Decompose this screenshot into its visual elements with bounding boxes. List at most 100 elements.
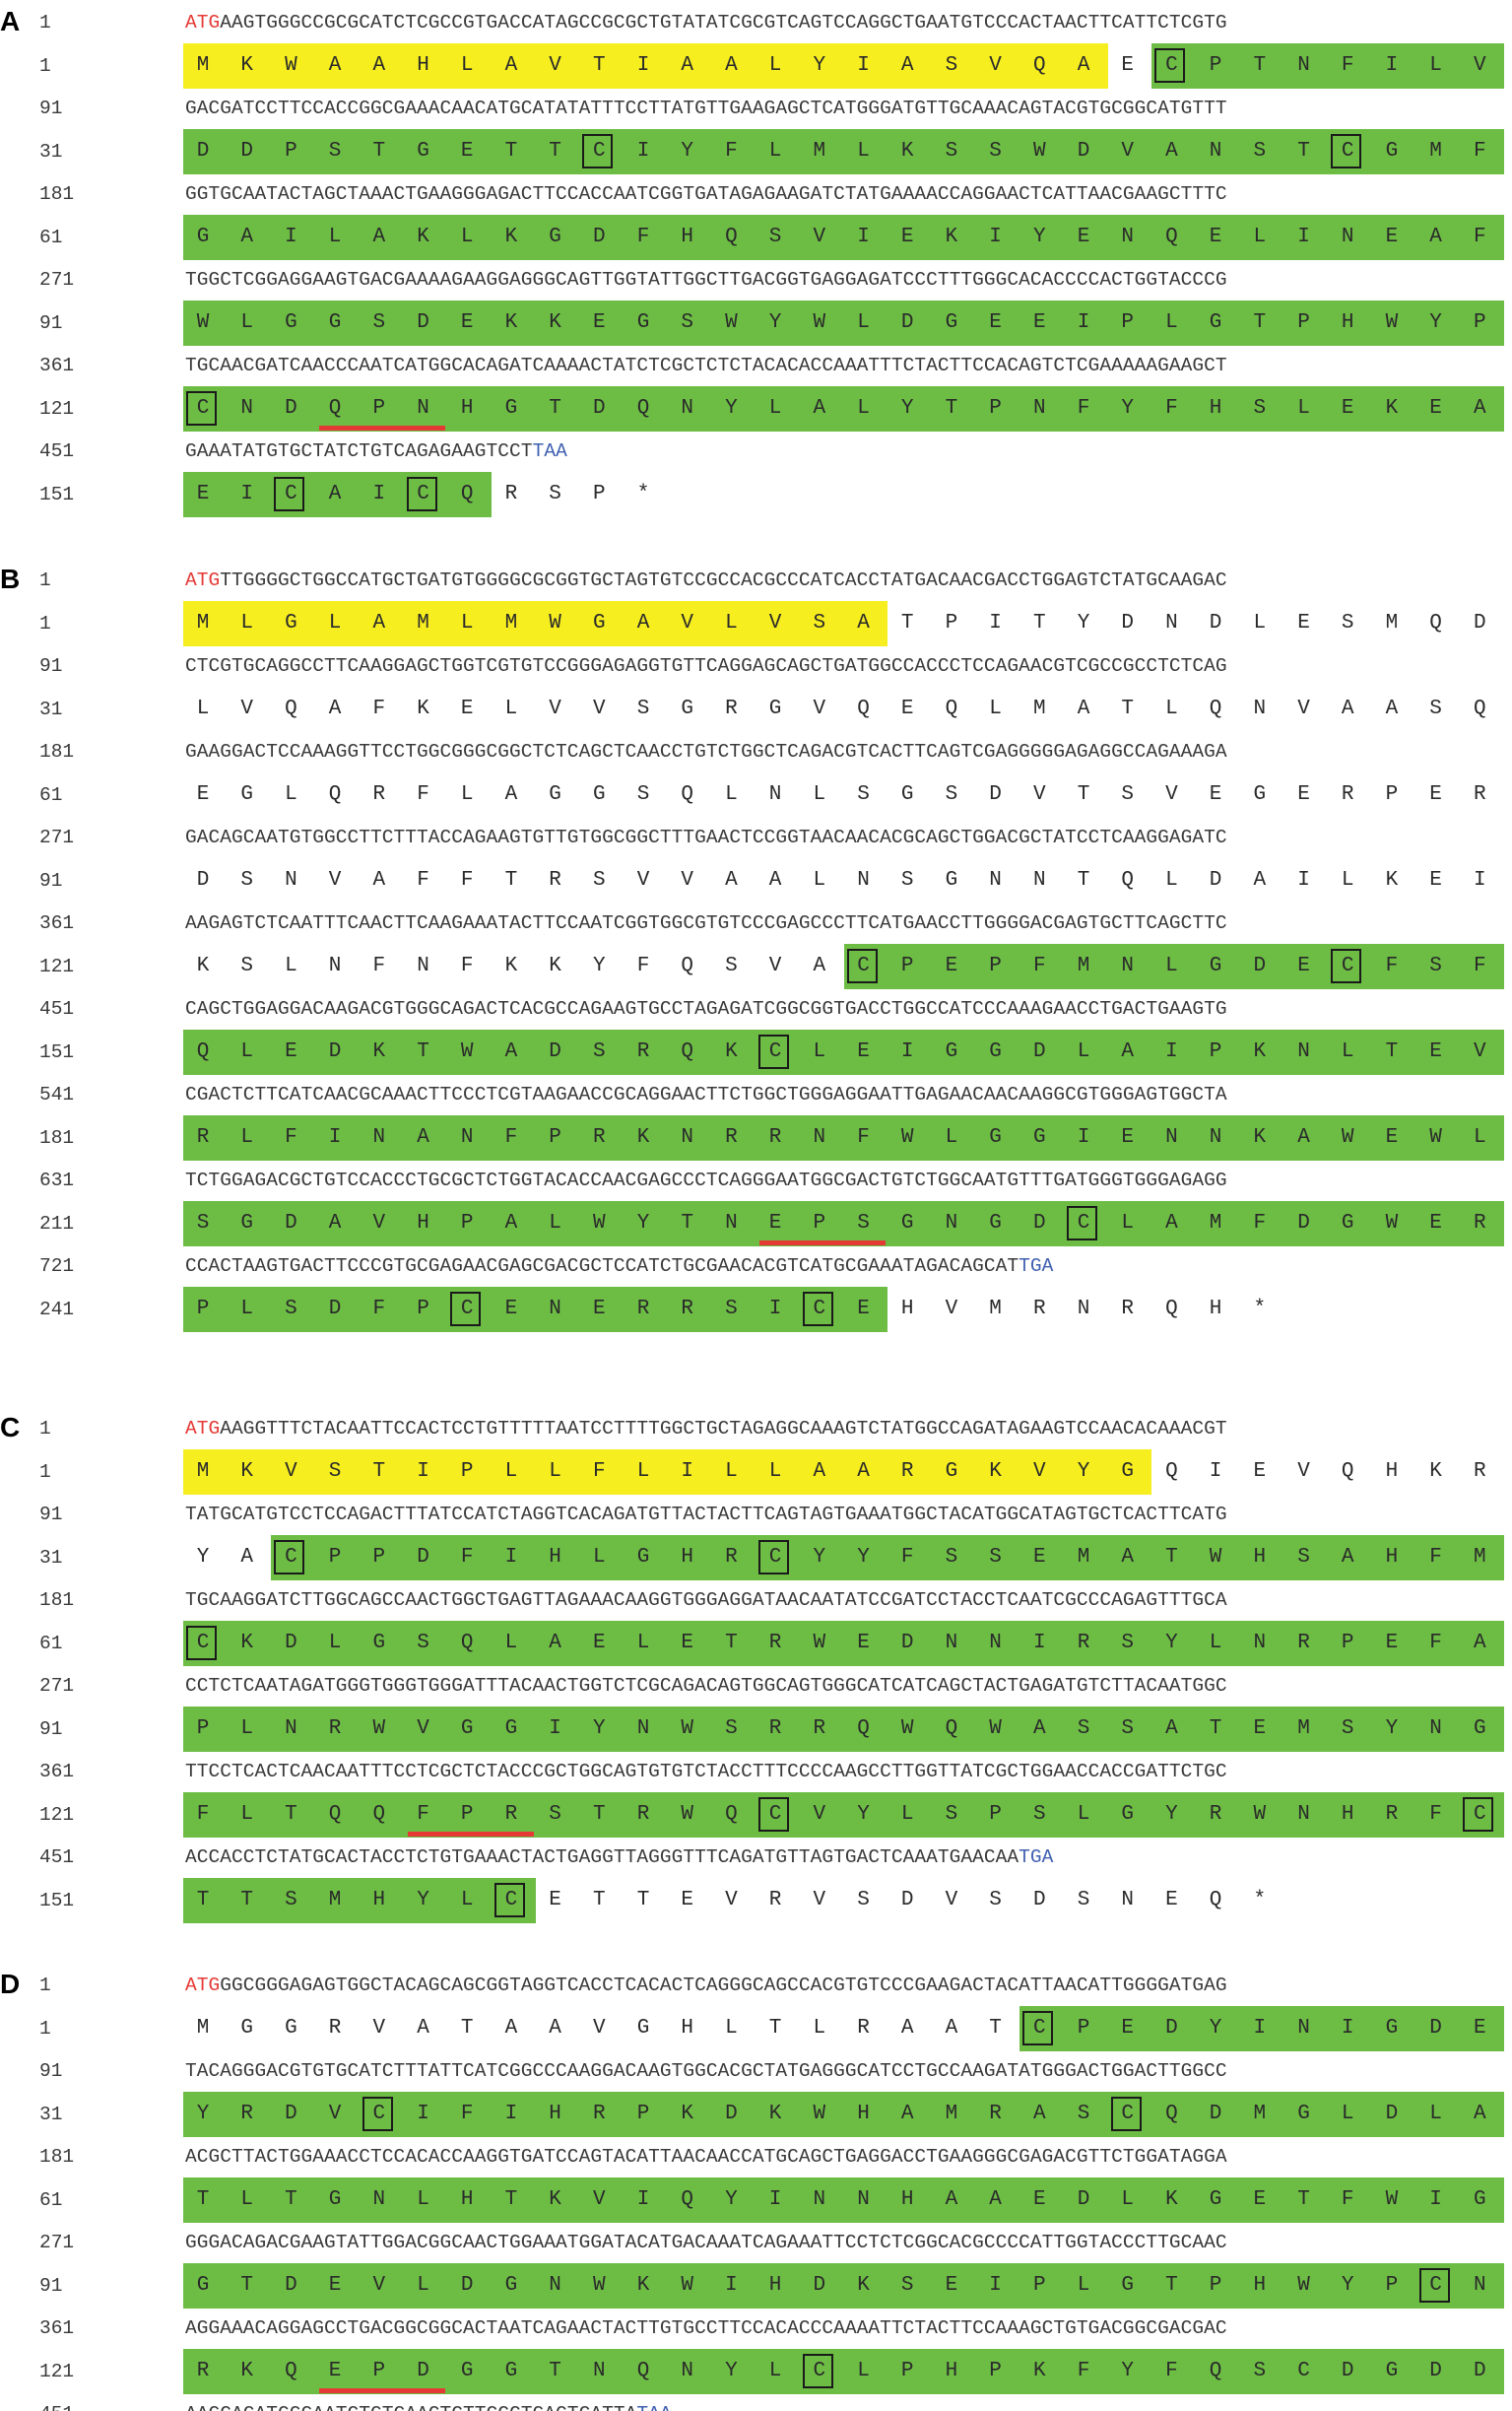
amino-acid-residue: N	[460, 1126, 474, 1149]
amino-acid-residue: I	[636, 2188, 650, 2211]
amino-acid-residue: N	[1209, 140, 1222, 163]
amino-acid-residue: P	[900, 955, 914, 977]
amino-acid-residue: F	[372, 1298, 386, 1320]
amino-acid-residue: G	[504, 397, 518, 420]
amino-acid-residue: E	[328, 2360, 342, 2382]
amino-acid-position: 121	[39, 398, 75, 420]
amino-acid-residue: D	[417, 311, 429, 334]
amino-acid-residue: T	[196, 1889, 210, 1911]
nucleotide-row: 271 GGGACAGACGAAGTATTGGACGGCAACTGGAAATGGA…	[0, 2220, 1512, 2265]
nucleotide-row: 181 GGTGCAATACTAGCTAAACTGAAGGGAGACTTCCACC…	[0, 171, 1512, 217]
amino-acid-residue: F	[372, 698, 386, 720]
amino-acid-residue: G	[636, 2017, 650, 2040]
amino-acid-residue: E	[1429, 397, 1442, 420]
amino-acid-row: 181 R L F I N A N F P R K N R R N F W L G G I E N N K A W E W L	[0, 1115, 1512, 1161]
amino-acid-row: 31 L V Q A F K E L V V S G R G V Q E Q L M A T L Q N V A A S Q	[0, 687, 1512, 732]
amino-acid-residue: W	[681, 1717, 693, 1740]
amino-acid-position: 121	[39, 1804, 75, 1826]
amino-acid-residue: E	[857, 1298, 870, 1320]
amino-acid-residue: F	[1077, 2360, 1090, 2382]
amino-acid-residue: G	[240, 2017, 253, 2040]
amino-acid-position: 91	[39, 870, 63, 892]
amino-acid-residue: L	[725, 612, 738, 635]
amino-acid-residue: I	[1297, 869, 1310, 892]
amino-acid-residue: A	[1341, 698, 1354, 720]
amino-acid-residue: Y	[725, 2360, 738, 2382]
amino-acid-residue: S	[945, 1803, 958, 1826]
amino-acid-residue: Q	[945, 1717, 958, 1740]
amino-acid-residue: D	[196, 140, 210, 163]
amino-acid-residue: Q	[681, 1040, 693, 1063]
amino-acid-residue: Q	[1473, 698, 1486, 720]
amino-acid-position: 1	[39, 1461, 51, 1483]
amino-acid-residue: K	[681, 2103, 693, 2125]
amino-acid-row: 31 D D P S T G E T T C I Y F L M L K S S W D V A N S T C G M F	[0, 129, 1512, 174]
amino-acid-residue: H	[1341, 1803, 1354, 1826]
amino-acid-residue: G	[1209, 311, 1222, 334]
nucleotide-position: 181	[39, 1589, 75, 1611]
nucleotide-position: 721	[39, 1255, 75, 1277]
cysteine-residue-boxed: C	[1330, 129, 1365, 174]
amino-acid-residue: L	[504, 1460, 518, 1483]
amino-acid-residue: E	[1253, 1460, 1267, 1483]
amino-acid-residue: T	[1165, 2274, 1178, 2297]
amino-acid-residue: D	[1385, 2103, 1399, 2125]
amino-acid-residue: F	[1473, 140, 1486, 163]
amino-acid-residue: *	[1253, 1298, 1267, 1320]
amino-acid-residue: L	[813, 783, 826, 806]
nucleotide-position: 541	[39, 1084, 75, 1105]
amino-acid-residue: P	[285, 140, 297, 163]
amino-acid-residue: N	[989, 1632, 1002, 1654]
amino-acid-residue: F	[1253, 1212, 1267, 1235]
amino-acid-residue: N	[592, 2360, 606, 2382]
amino-acid-residue: D	[1165, 2017, 1178, 2040]
amino-acid-residue: E	[857, 1040, 870, 1063]
amino-acid-residue: K	[857, 2274, 870, 2297]
amino-acid-residue: D	[900, 1632, 914, 1654]
amino-acid-residue: D	[592, 397, 606, 420]
amino-acid-residue: P	[372, 397, 386, 420]
amino-acid-residue: L	[989, 698, 1002, 720]
amino-acid-residue: A	[1473, 397, 1486, 420]
amino-acid-residue: A	[1473, 2103, 1486, 2125]
amino-acid-residue: G	[768, 698, 782, 720]
amino-acid-residue: Q	[1165, 1460, 1178, 1483]
amino-acid-residue: H	[1253, 2274, 1267, 2297]
amino-acid-residue: S	[945, 1546, 958, 1569]
amino-acid-residue: W	[1209, 1546, 1222, 1569]
amino-acid-residue: Q	[285, 698, 297, 720]
amino-acid-residue: W	[989, 1717, 1002, 1740]
amino-acid-residue: D	[328, 1040, 342, 1063]
amino-acid-residue: A	[945, 2188, 958, 2211]
amino-acid-residue: P	[1209, 2274, 1222, 2297]
amino-acid-position: 1	[39, 55, 51, 77]
amino-acid-residue: W	[592, 2274, 606, 2297]
amino-acid-residue: H	[460, 397, 474, 420]
amino-acid-residue: Y	[1121, 397, 1134, 420]
amino-acid-residue: D	[1077, 2188, 1090, 2211]
amino-acid-residue: Q	[945, 698, 958, 720]
nucleotide-row: 541 CGACTCTTCATCAACGCAAACTTCCCTCGTAAGAACC…	[0, 1072, 1512, 1117]
cysteine-residue-boxed: C	[1066, 1201, 1101, 1246]
amino-acid-residue: Q	[1429, 612, 1442, 635]
cysteine-residue-boxed: C	[1110, 2092, 1146, 2137]
amino-acid-residue: A	[1121, 1546, 1134, 1569]
amino-acid-residue: W	[592, 1212, 606, 1235]
amino-acid-residue: T	[372, 1460, 386, 1483]
amino-acid-residue: S	[1341, 1717, 1354, 1740]
amino-acid-residue: W	[1341, 1126, 1354, 1149]
amino-acid-residue: R	[1032, 1298, 1046, 1320]
amino-acid-residue: E	[768, 1212, 782, 1235]
nucleotide-row: 721 CCACTAAGTGACTTCCCGTGCGAGAACGAGCGACGCT…	[0, 1243, 1512, 1289]
amino-acid-residue: F	[1165, 397, 1178, 420]
amino-acid-residue: E	[900, 226, 914, 248]
amino-acid-residue: Y	[725, 397, 738, 420]
amino-acid-residue: P	[196, 1717, 210, 1740]
cysteine-residue-boxed: C	[1153, 43, 1189, 89]
amino-acid-residue: Y	[1121, 2360, 1134, 2382]
amino-acid-residue: S	[681, 311, 693, 334]
amino-acid-residue: S	[196, 1212, 210, 1235]
nucleotide-position: 1	[39, 569, 51, 591]
amino-acid-residue: W	[900, 1717, 914, 1740]
